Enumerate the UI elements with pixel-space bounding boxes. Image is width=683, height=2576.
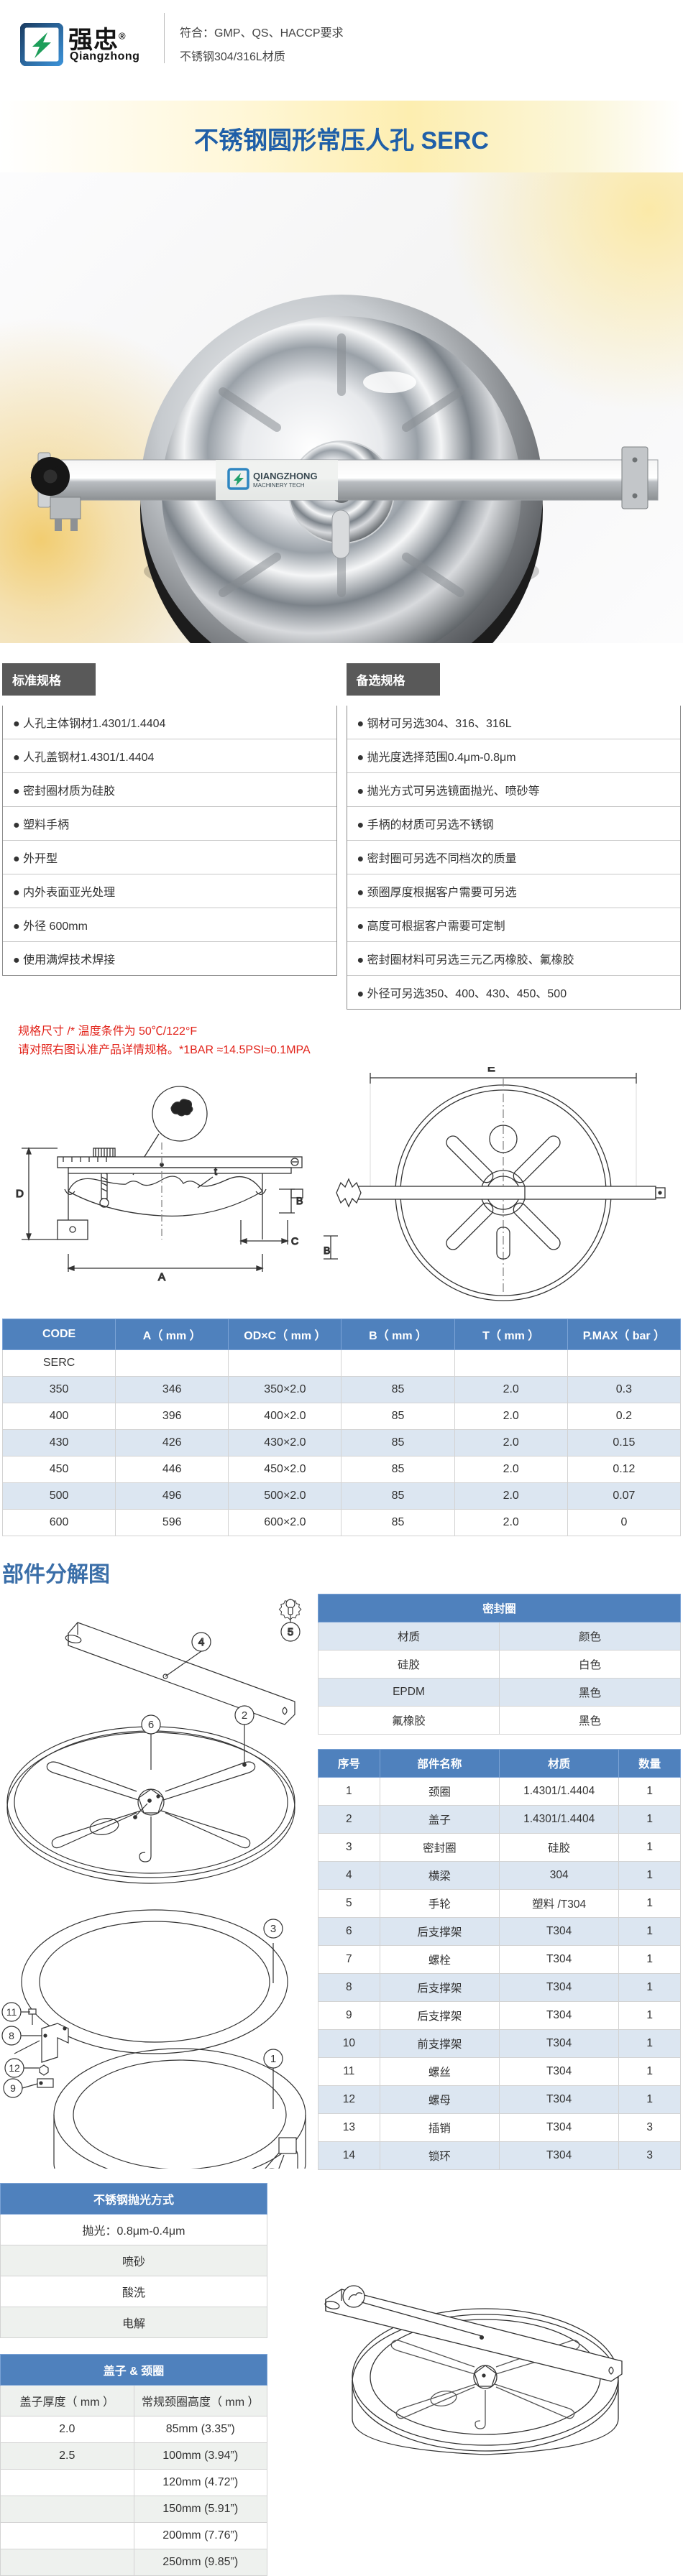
svg-text:6: 6: [148, 1719, 154, 1731]
svg-text:2: 2: [242, 1709, 247, 1722]
svg-text:3: 3: [270, 1923, 276, 1935]
svg-text:B: B: [324, 1245, 330, 1256]
svg-text:1: 1: [270, 2053, 276, 2065]
svg-text:12: 12: [9, 2062, 20, 2074]
svg-text:B: B: [296, 1195, 303, 1206]
svg-text:MACHINERY TECH: MACHINERY TECH: [253, 482, 305, 489]
svg-text:5: 5: [288, 1626, 293, 1638]
svg-text:t: t: [214, 1165, 217, 1177]
svg-text:QIANGZHONG: QIANGZHONG: [253, 471, 318, 481]
svg-text:4: 4: [198, 1636, 204, 1648]
svg-text:D: D: [16, 1188, 24, 1200]
svg-text:A: A: [158, 1271, 165, 1283]
svg-text:E: E: [487, 1067, 495, 1074]
svg-text:8: 8: [9, 2030, 14, 2041]
svg-text:11: 11: [6, 2006, 17, 2018]
svg-text:C: C: [291, 1235, 298, 1247]
svg-text:9: 9: [10, 2082, 16, 2094]
